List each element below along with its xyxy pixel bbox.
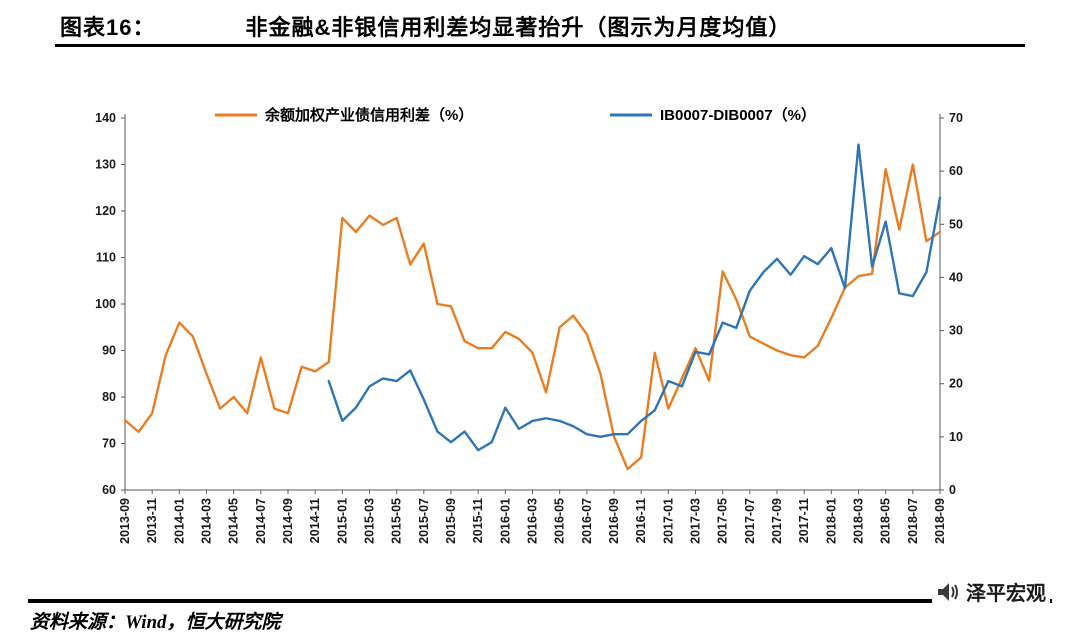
figure-title: 非金融&非银信用利差均显著抬升（图示为月度均值） [245, 15, 792, 40]
x-axis-tick-label: 2018-03 [852, 498, 866, 544]
zeping-macro-logo-icon [938, 582, 958, 601]
legend-label-orange: 余额加权产业债信用利差（%） [264, 106, 473, 124]
data-source-note: 资料来源：Wind，恒大研究院 [30, 612, 281, 633]
x-axis-tick-label: 2018-07 [906, 498, 920, 544]
x-axis-tick-label: 2018-09 [933, 498, 947, 544]
left-axis-tick-label: 120 [95, 204, 116, 218]
left-axis-tick-label: 70 [102, 437, 116, 451]
x-axis-tick-label: 2015-05 [390, 498, 404, 544]
x-axis-tick-label: 2015-03 [363, 498, 377, 544]
left-axis-tick-label: 130 [95, 158, 116, 172]
right-axis-tick-label: 70 [949, 111, 963, 125]
x-axis-tick-label: 2014-09 [281, 498, 295, 544]
x-axis-tick-label: 2017-03 [689, 498, 703, 544]
left-axis-tick-label: 90 [102, 344, 116, 358]
left-axis-tick-label: 60 [102, 483, 116, 497]
right-axis-tick-label: 30 [949, 324, 963, 338]
x-axis-tick-label: 2016-01 [498, 498, 512, 544]
figure-header: 图表16： 非金融&非银信用利差均显著抬升（图示为月度均值） [60, 10, 1025, 42]
legend-label-blue: IB0007-DIB0007（%） [660, 106, 816, 124]
right-axis-tick-label: 20 [949, 377, 963, 391]
x-axis-tick-label: 2015-11 [471, 498, 485, 543]
right-axis-tick-label: 40 [949, 270, 963, 284]
x-axis-tick-label: 2014-03 [200, 498, 214, 544]
x-axis-tick-label: 2017-09 [770, 498, 784, 544]
x-axis-tick-label: 2014-11 [308, 498, 322, 543]
x-axis-tick-label: 2018-01 [824, 498, 838, 544]
right-axis-tick-label: 10 [949, 430, 963, 444]
credit-spread-chart: 1401301201101009080706070605040302010020… [95, 106, 963, 544]
x-axis-tick-label: 2017-01 [661, 498, 675, 544]
x-axis-tick-label: 2016-11 [634, 498, 648, 543]
series-line-orange [123, 163, 942, 471]
right-axis-tick-label: 60 [949, 164, 963, 178]
x-axis-tick-label: 2016-05 [553, 498, 567, 544]
right-axis-tick-label: 50 [949, 217, 963, 231]
x-axis-tick-label: 2018-05 [879, 498, 893, 544]
x-axis-tick-label: 2014-01 [172, 498, 186, 544]
x-axis-tick-label: 2017-11 [797, 498, 811, 543]
right-axis-tick-label: 0 [949, 483, 956, 497]
x-axis-tick-label: 2015-07 [417, 498, 431, 544]
header-rule [55, 44, 1025, 47]
x-axis-tick-label: 2013-09 [118, 498, 132, 544]
watermark: 泽平宏观 [932, 577, 1050, 606]
left-axis-tick-label: 140 [95, 111, 116, 125]
footer-rule [28, 599, 1052, 603]
left-axis-tick-label: 100 [95, 297, 116, 311]
x-axis-tick-label: 2013-11 [145, 498, 159, 543]
chart-area: 140 130 120 110 100 90 80 70 60 70 60 50 40 30 20 10 0 20… [0, 55, 1080, 595]
x-axis-tick-label: 2017-05 [716, 498, 730, 544]
x-axis-tick-label: 2016-09 [607, 498, 621, 544]
x-axis-tick-label: 2016-03 [526, 498, 540, 544]
left-axis-tick-label: 110 [96, 251, 116, 265]
left-axis-tick-label: 80 [102, 390, 116, 404]
x-axis-tick-label: 2014-07 [254, 498, 268, 544]
x-axis-tick-label: 2015-01 [335, 498, 349, 544]
figure-number: 图表16： [60, 15, 156, 40]
watermark-text: 泽平宏观 [966, 583, 1046, 605]
x-axis-tick-label: 2016-07 [580, 498, 594, 544]
series-line-blue [327, 143, 942, 452]
x-axis-tick-label: 2015-09 [444, 498, 458, 544]
x-axis-tick-label: 2014-05 [227, 498, 241, 544]
x-axis-tick-label: 2017-07 [743, 498, 757, 544]
